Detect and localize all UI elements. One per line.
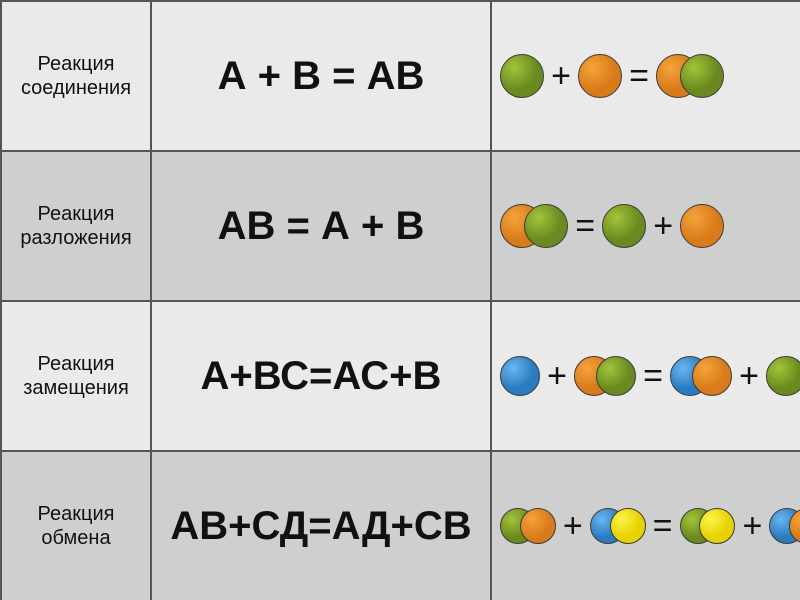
molecule-orange-green: [500, 204, 568, 248]
equals-sign: =: [574, 207, 596, 246]
molecule-orange-green: [574, 356, 636, 396]
reaction-label-text: Реакция соединения: [8, 52, 144, 100]
diagram-row: +=: [500, 54, 794, 98]
atom-orange: [520, 508, 556, 544]
diagram-row: + = +: [500, 507, 794, 546]
molecule-green-orange: [500, 508, 556, 544]
atom-green: [680, 54, 724, 98]
reaction-types-table: Реакция соединенияА + В = АВ+=Реакция ра…: [0, 0, 800, 600]
atom-blue: [500, 356, 540, 396]
reaction-label-decomposition: Реакция разложения: [1, 151, 151, 301]
molecule-orange-green: [656, 54, 724, 98]
atom-yellow: [699, 508, 735, 544]
diagram-row: =+: [500, 204, 794, 248]
equals-sign: =: [642, 357, 664, 396]
reaction-formula-exchange: АВ+СД=АД+СВ: [151, 451, 491, 600]
plus-sign: +: [562, 507, 584, 546]
plus-sign: +: [738, 357, 760, 396]
atom-green: [524, 204, 568, 248]
reaction-formula-text: А+ВС=АС+В: [201, 355, 442, 397]
molecule-blue-orange: [670, 356, 732, 396]
atom-orange: [692, 356, 732, 396]
reaction-label-text: Реакция замещения: [8, 352, 144, 400]
molecule-green-yellow: [680, 508, 736, 544]
reaction-label-exchange: Реакция обмена: [1, 451, 151, 600]
reaction-label-text: Реакция разложения: [8, 202, 144, 250]
reaction-diagram-substitution: + = +: [491, 301, 800, 451]
atom-orange: [578, 54, 622, 98]
reaction-formula-combination: А + В = АВ: [151, 1, 491, 151]
reaction-formula-text: АВ = А + В: [218, 205, 425, 247]
molecule-blue-yellow: [590, 508, 646, 544]
plus-sign: +: [546, 357, 568, 396]
atom-yellow: [610, 508, 646, 544]
reaction-formula-text: А + В = АВ: [218, 55, 425, 97]
diagram-row: + = +: [500, 356, 794, 396]
reaction-diagram-decomposition: =+: [491, 151, 800, 301]
reaction-formula-decomposition: АВ = А + В: [151, 151, 491, 301]
reaction-label-combination: Реакция соединения: [1, 1, 151, 151]
plus-sign: +: [741, 507, 763, 546]
plus-sign: +: [550, 57, 572, 96]
equals-sign: =: [628, 57, 650, 96]
reaction-formula-text: АВ+СД=АД+СВ: [170, 505, 471, 547]
reaction-diagram-combination: +=: [491, 1, 800, 151]
atom-green: [602, 204, 646, 248]
reaction-diagram-exchange: + = +: [491, 451, 800, 600]
molecule-blue-orange: [769, 508, 800, 544]
reaction-formula-substitution: А+ВС=АС+В: [151, 301, 491, 451]
atom-green: [596, 356, 636, 396]
atom-orange: [680, 204, 724, 248]
reaction-label-substitution: Реакция замещения: [1, 301, 151, 451]
equals-sign: =: [652, 507, 674, 546]
atom-green: [766, 356, 800, 396]
plus-sign: +: [652, 207, 674, 246]
reaction-label-text: Реакция обмена: [8, 502, 144, 550]
atom-green: [500, 54, 544, 98]
